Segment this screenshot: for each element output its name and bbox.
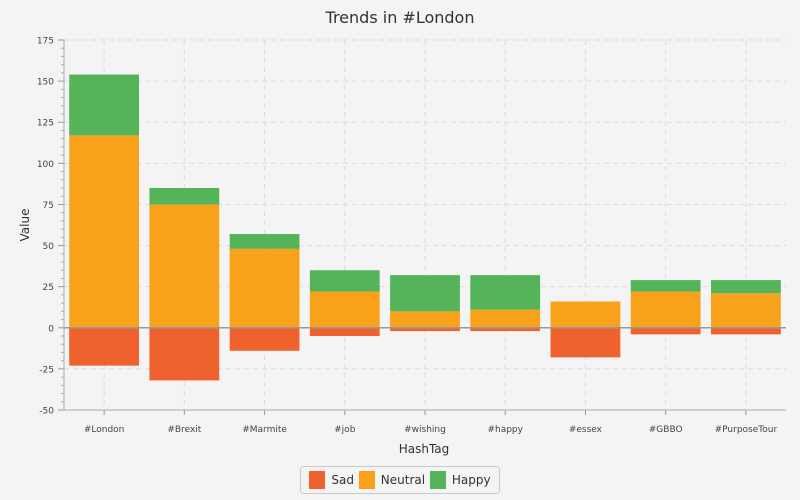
x-axis-label: HashTag: [399, 442, 450, 456]
bar-neutral-essex: [550, 301, 621, 328]
x-tick-label: #Brexit: [167, 425, 201, 435]
x-tick-label: #Marmite: [242, 425, 287, 435]
bar-neutral-london: [69, 135, 140, 328]
x-tick-label: #wishing: [404, 425, 446, 435]
bar-sad-marmite: [229, 327, 300, 351]
legend-label: Happy: [451, 473, 491, 487]
y-tick-label: 125: [37, 119, 54, 129]
bar-sad-brexit: [149, 327, 220, 381]
y-tick-label: -50: [39, 407, 54, 417]
bar-sad-purposetour: [710, 327, 781, 335]
bar-neutral-job: [309, 291, 380, 328]
bar-sad-job: [309, 327, 380, 336]
bar-neutral-purposetour: [710, 293, 781, 328]
legend-item-neutral: Neutral: [358, 471, 426, 489]
y-tick-label: 0: [48, 324, 54, 334]
bar-happy-marmite: [229, 234, 300, 249]
legend-item-happy: Happy: [429, 471, 491, 489]
x-tick-label: #essex: [569, 425, 603, 435]
legend-swatch: [358, 471, 375, 489]
legend-swatch: [429, 471, 446, 489]
bar-neutral-gbbo: [630, 291, 701, 328]
legend-label: Sad: [331, 473, 354, 487]
y-tick-label: 25: [43, 283, 54, 293]
x-tick-label: #job: [334, 425, 356, 435]
bar-sad-london: [69, 327, 140, 366]
y-tick-label: 50: [43, 242, 55, 252]
y-tick-label: -25: [39, 365, 54, 375]
legend-label: Neutral: [380, 473, 426, 487]
bar-sad-wishing: [390, 327, 460, 332]
bar-sad-gbbo: [630, 327, 701, 335]
bar-sad-essex: [550, 327, 621, 358]
legend: Sad Neutral Happy: [300, 466, 500, 494]
bar-happy-gbbo: [630, 280, 701, 292]
bar-happy-wishing: [390, 275, 460, 312]
y-tick-label: 75: [43, 201, 54, 211]
y-tick-label: 150: [37, 78, 54, 88]
y-axis-label: Value: [18, 209, 32, 242]
chart-title: Trends in #London: [325, 8, 475, 27]
bar-happy-brexit: [149, 188, 220, 205]
bar-neutral-brexit: [149, 204, 220, 328]
legend-swatch: [309, 471, 326, 489]
bar-happy-job: [309, 270, 380, 292]
x-tick-label: #GBBO: [649, 425, 683, 435]
bar-neutral-happy: [470, 309, 541, 328]
bar-neutral-marmite: [229, 248, 300, 328]
bar-happy-happy: [470, 275, 541, 310]
x-tick-label: #happy: [487, 425, 523, 435]
y-tick-label: 100: [37, 160, 54, 170]
axis-layer: -50 -25 0 25 50 75 100 125 150 175 #London #Brexit #…: [37, 37, 786, 435]
bar-sad-happy: [470, 327, 541, 332]
bar-happy-purposetour: [710, 280, 781, 294]
bar-layer: [69, 74, 781, 381]
y-tick-label: 175: [37, 37, 54, 47]
bar-happy-london: [69, 74, 140, 136]
x-tick-label: #PurposeTour: [715, 425, 778, 435]
bar-neutral-wishing: [390, 311, 460, 328]
x-tick-label: #London: [84, 425, 125, 435]
legend-item-sad: Sad: [309, 471, 354, 489]
